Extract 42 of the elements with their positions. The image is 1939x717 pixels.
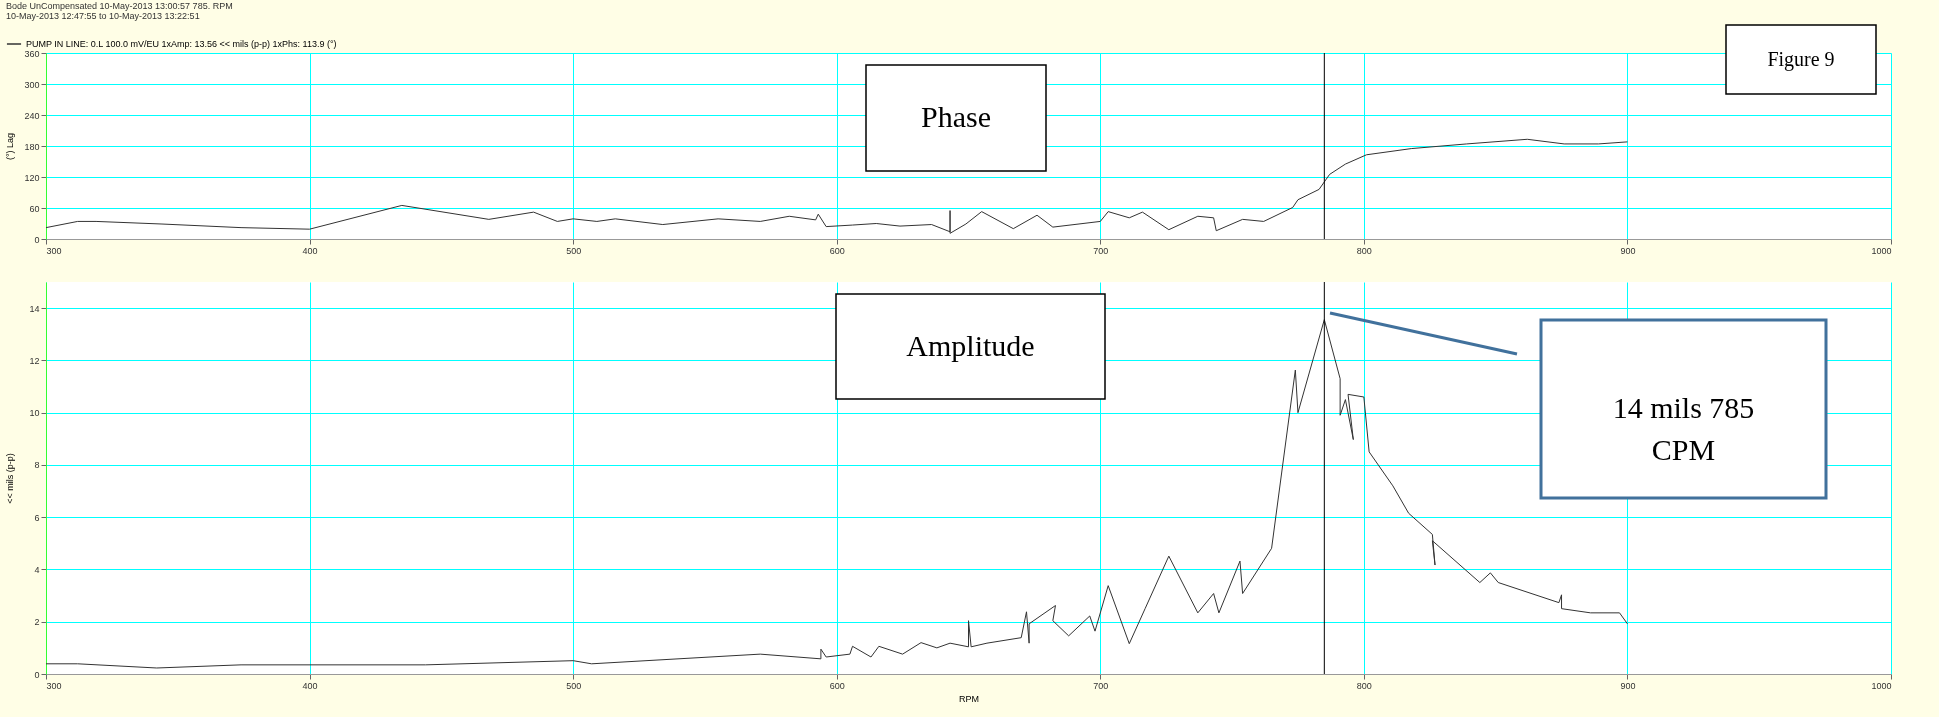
y-tick-label: 2 [34, 617, 40, 628]
y-tick-label: 10 [29, 408, 40, 419]
x-axis-title: RPM [959, 693, 979, 704]
x-tick-label: 400 [302, 245, 318, 256]
x-tick-label: 500 [566, 245, 582, 256]
y-tick-label: 0 [34, 234, 40, 245]
annotation: Phase [921, 100, 991, 133]
annotation: 14 mils 785 CPM [1612, 391, 1755, 466]
y-axis-title: (°) Lag [4, 132, 15, 161]
y-tick-label: 0 [34, 669, 40, 680]
legend-label: PUMP IN LINE: 0.L 100.0 mV/EU 1xAmp: 13.56 << mils (p-p) 1xPhs: 113.9 (°) [26, 39, 337, 49]
x-tick-label: 700 [1093, 245, 1109, 256]
x-tick-label: 900 [1620, 680, 1636, 691]
x-tick-label: 300 [46, 245, 62, 256]
x-tick-label: 600 [829, 680, 845, 691]
x-tick-label: 1000 [1871, 680, 1892, 691]
annotation: Figure 9 [1767, 47, 1835, 71]
line-series [45, 138, 1628, 234]
x-tick-label: 1000 [1871, 245, 1892, 256]
y-tick-label: 60 [29, 203, 40, 214]
y-tick-label: 12 [29, 355, 40, 366]
x-tick-label: 900 [1620, 245, 1636, 256]
x-tick-label: 600 [829, 245, 845, 256]
y-tick-label: 240 [24, 110, 40, 121]
annotation: Amplitude [906, 328, 1035, 362]
chart-title: Bode UnCompensated 10-May-2013 13:00:57 785. RPM [6, 1, 233, 12]
x-tick-label: 500 [566, 680, 582, 691]
x-tick-label: 800 [1356, 245, 1372, 256]
y-tick-label: 300 [24, 79, 40, 90]
y-tick-label: 4 [34, 564, 40, 575]
x-tick-label: 400 [302, 680, 318, 691]
y-tick-label: 8 [34, 460, 40, 471]
x-tick-label: 700 [1093, 680, 1109, 691]
y-tick-label: 6 [34, 512, 40, 523]
x-tick-label: 800 [1356, 680, 1372, 691]
x-tick-label: 300 [46, 680, 62, 691]
chart-subtitle: 10-May-2013 12:47:55 to 10-May-2013 13:22:51 [6, 11, 200, 22]
y-tick-label: 360 [24, 48, 40, 59]
y-tick-label: 180 [24, 141, 40, 152]
y-axis-title: << mils (p-p) [4, 453, 15, 504]
y-tick-label: 120 [24, 172, 40, 183]
y-tick-label: 14 [29, 303, 40, 314]
